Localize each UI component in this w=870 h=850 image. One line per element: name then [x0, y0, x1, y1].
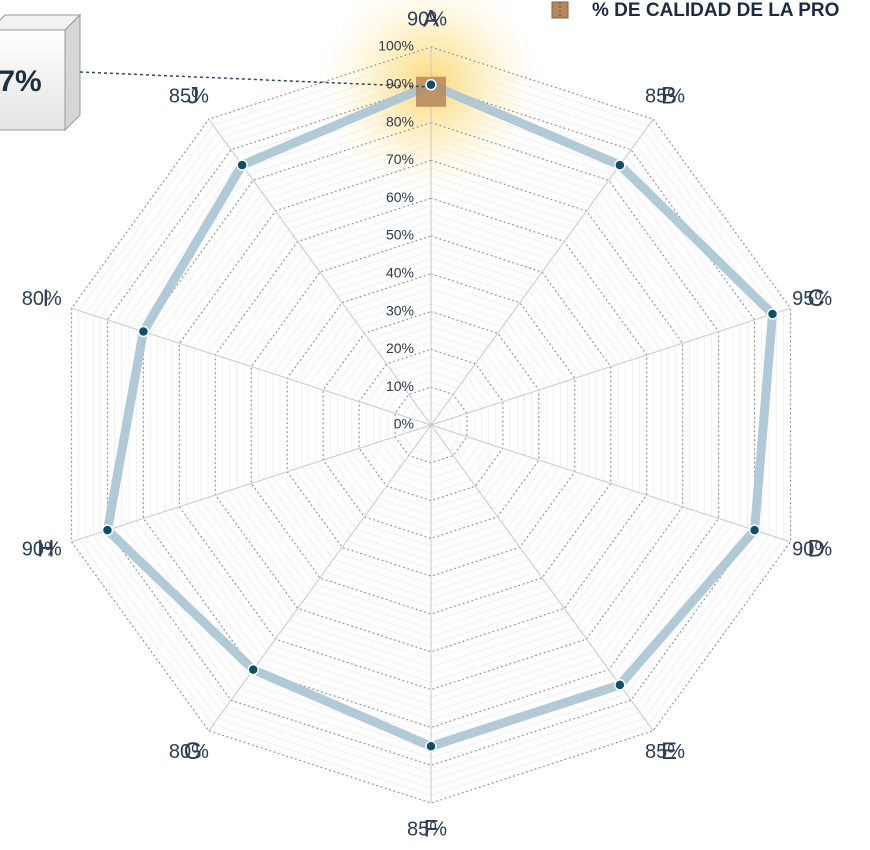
r-tick-label: 70% — [386, 151, 414, 167]
r-tick-label: 90% — [386, 76, 414, 92]
point — [750, 525, 760, 535]
point — [615, 160, 625, 170]
r-tick-label: 100% — [378, 38, 414, 54]
point — [615, 680, 625, 690]
point — [138, 327, 148, 337]
point — [426, 80, 436, 90]
r-tick-label: 0% — [394, 416, 414, 432]
callout-text: 7% — [0, 65, 42, 98]
r-tick-label: 60% — [386, 189, 414, 205]
r-tick-label: 80% — [386, 113, 414, 129]
value-label: 90% — [407, 8, 447, 30]
callout-side — [65, 15, 80, 130]
point — [426, 741, 436, 751]
r-tick-label: 40% — [386, 265, 414, 281]
value-label: 95% — [792, 288, 832, 310]
point — [248, 665, 258, 675]
point — [768, 309, 778, 319]
chart: 0%10%20%30%40%50%60%70%80%90%100%A90%B85… — [0, 0, 870, 850]
legend-label: % DE CALIDAD DE LA PRO — [592, 0, 839, 21]
value-label: 90% — [22, 538, 62, 560]
spoke — [209, 425, 431, 731]
r-tick-label: 20% — [386, 340, 414, 356]
point — [102, 525, 112, 535]
r-tick-label: 10% — [386, 378, 414, 394]
value-label: 80% — [22, 288, 62, 310]
legend: % DE CALIDAD DE LA PRO — [552, 0, 839, 21]
value-label: 80% — [169, 741, 209, 763]
r-tick-label: 30% — [386, 302, 414, 318]
grid — [72, 47, 791, 803]
value-label: 90% — [792, 538, 832, 560]
value-label: 85% — [645, 741, 685, 763]
r-tick-label: 50% — [386, 227, 414, 243]
value-label: 85% — [645, 86, 685, 108]
value-label: 85% — [407, 818, 447, 840]
value-label: 85% — [169, 86, 209, 108]
point — [237, 160, 247, 170]
